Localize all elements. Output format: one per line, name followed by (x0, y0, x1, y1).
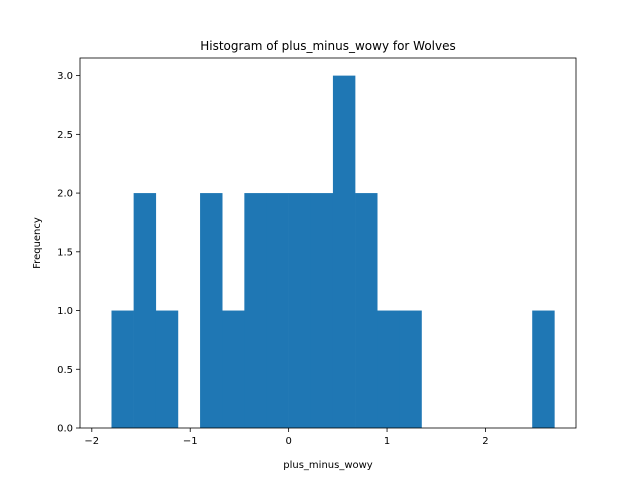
histogram-bar (532, 310, 555, 428)
histogram-bar (377, 310, 400, 428)
histogram-bar (355, 193, 378, 428)
histogram-bar (332, 75, 356, 428)
y-tick-label: 2.0 (57, 189, 73, 200)
x-tick-label: −2 (84, 436, 99, 447)
plot-frame (79, 57, 577, 429)
histogram-bar (133, 193, 157, 428)
histogram-bar (222, 310, 245, 428)
y-tick-label: 3.0 (57, 71, 73, 82)
x-axis-label: plus_minus_wowy (283, 460, 373, 471)
histogram-bar (310, 193, 334, 428)
y-tick-label: 1.0 (57, 306, 73, 317)
histogram-bar (399, 310, 422, 428)
x-tick-label: 2 (482, 436, 488, 447)
x-tick-label: 0 (285, 436, 291, 447)
y-tick-label: 1.5 (57, 247, 73, 258)
histogram-bar (111, 310, 134, 428)
histogram-bar (266, 193, 289, 428)
histogram-bar (244, 193, 267, 428)
y-axis-ticks: 0.0 0.5 1.0 1.5 2.0 2.5 3.0 (57, 71, 80, 435)
y-axis-label: Frequency (32, 217, 43, 269)
x-axis-ticks: −2 −1 0 1 2 (84, 428, 489, 447)
y-tick-label: 0.5 (57, 365, 73, 376)
x-tick-label: −1 (183, 436, 198, 447)
bars-group (111, 75, 555, 428)
y-tick-label: 2.5 (57, 130, 73, 141)
chart-title: Histogram of plus_minus_wowy for Wolves (200, 39, 456, 53)
y-tick-label: 0.0 (57, 424, 73, 435)
histogram-bar (288, 193, 312, 428)
histogram-bar (200, 193, 223, 428)
histogram-bar (155, 310, 179, 428)
x-tick-label: 1 (384, 436, 390, 447)
